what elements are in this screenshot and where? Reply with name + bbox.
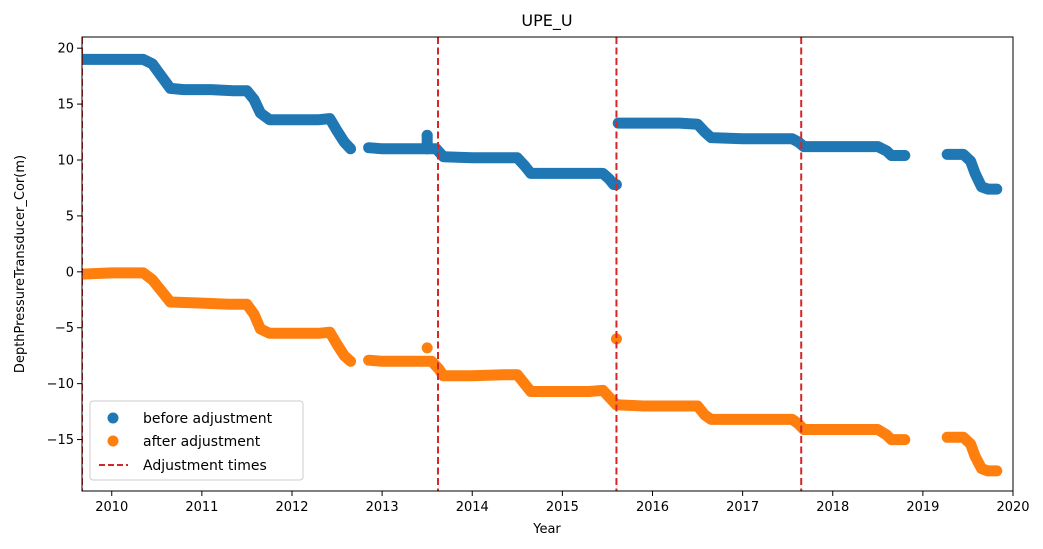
x-axis-label: Year	[532, 522, 561, 537]
series-after-segment	[363, 354, 622, 411]
x-tick-label: 2012	[275, 500, 308, 515]
x-tick-label: 2017	[726, 500, 759, 515]
x-tick-label: 2014	[456, 500, 489, 515]
series-after-segment	[941, 431, 1003, 477]
legend-marker-before	[107, 412, 119, 424]
x-tick-label: 2011	[185, 500, 218, 515]
series-before-segment	[612, 117, 911, 161]
x-tick-label: 2020	[996, 500, 1029, 515]
legend-box	[89, 400, 304, 481]
legend-label-after: after adjustment	[143, 434, 261, 450]
y-tick-label: 5	[66, 209, 74, 224]
y-axis-label: DepthPressureTransducer_Cor(m)	[13, 155, 28, 373]
legend-marker-after	[107, 435, 119, 447]
plot-frame	[81, 36, 1014, 492]
legend: before adjustment after adjustment Adjus…	[89, 400, 304, 481]
x-tick-label: 2015	[546, 500, 579, 515]
y-tick-label: 15	[57, 98, 74, 113]
series-before-segment	[82, 53, 357, 155]
legend-label-before: before adjustment	[143, 411, 273, 427]
series-before-segment	[941, 148, 1003, 195]
y-tick-label: 20	[57, 42, 74, 57]
chart-title: UPE_U	[521, 11, 572, 31]
legend-label-adjustment: Adjustment times	[143, 458, 267, 474]
x-tick-label: 2013	[366, 500, 399, 515]
y-tick-label: −5	[55, 321, 74, 336]
series-after-segment	[82, 267, 357, 367]
x-tick-label: 2010	[95, 500, 128, 515]
x-tick-label: 2018	[816, 500, 849, 515]
x-tick-label: 2016	[636, 500, 669, 515]
y-tick-label: −10	[47, 377, 74, 392]
series-before-segment	[363, 142, 622, 191]
y-tick-label: 0	[66, 265, 74, 280]
series-after-outlier	[610, 333, 622, 345]
y-tick-label: 10	[57, 154, 74, 169]
x-tick-label: 2019	[906, 500, 939, 515]
y-tick-label: −15	[47, 433, 74, 448]
series-after-outlier	[421, 342, 433, 354]
series-after-segment	[612, 399, 911, 446]
